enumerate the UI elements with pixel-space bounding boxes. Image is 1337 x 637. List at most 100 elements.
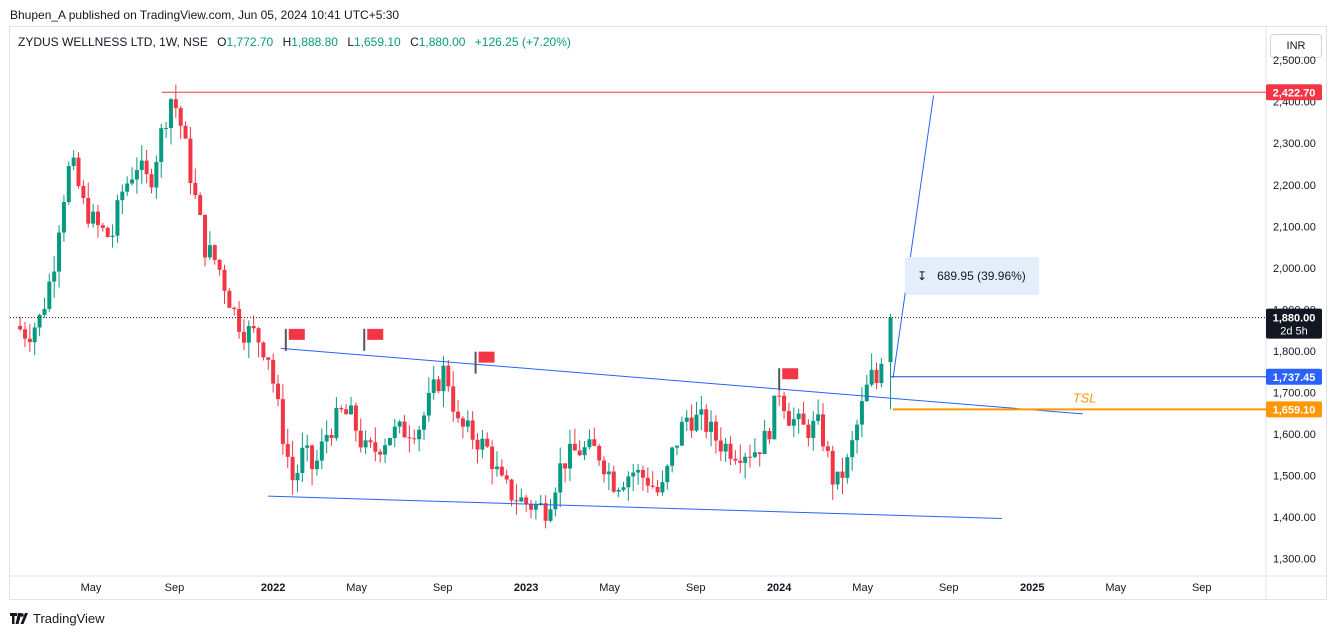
currency-button[interactable]: INR	[1270, 34, 1322, 58]
candle-body	[426, 392, 431, 416]
candle-body	[22, 329, 27, 339]
x-tick-label: May	[81, 582, 102, 594]
candle-body	[820, 414, 825, 447]
candle-body	[699, 409, 704, 415]
candle-body	[470, 420, 475, 440]
candle-body	[650, 485, 655, 487]
candle-body	[611, 471, 616, 492]
candle-body	[859, 401, 864, 425]
symbol-name[interactable]: ZYDUS WELLNESS LTD, 1W, NSE	[18, 35, 208, 49]
target-line-label-bg	[1266, 84, 1322, 101]
footer-brand: TradingView	[33, 611, 105, 626]
candle-body	[402, 421, 407, 438]
candle-body	[227, 290, 232, 308]
candle-body	[782, 395, 787, 412]
x-tick-label: Sep	[1192, 582, 1212, 594]
flag-icon	[778, 368, 799, 391]
x-tick-label: Sep	[686, 582, 706, 594]
candle-body	[261, 342, 266, 358]
candle-body	[835, 471, 840, 485]
flag-cloth	[288, 328, 305, 340]
y-tick-label: 1,500.00	[1273, 470, 1316, 482]
candle-body	[801, 413, 806, 425]
candle-body	[504, 475, 509, 480]
x-tick-label: Sep	[939, 582, 959, 594]
current-price-label-bg	[1266, 308, 1322, 339]
x-tick-label: 2022	[261, 582, 285, 594]
y-tick-label: 1,400.00	[1273, 512, 1316, 524]
candle-body	[796, 413, 801, 420]
candle-body	[567, 443, 572, 469]
breakout-level-line-label: 1,737.45	[1273, 372, 1316, 384]
candle-body	[874, 369, 879, 384]
candle-body	[412, 438, 417, 440]
y-tick-label: 2,000.00	[1273, 263, 1316, 275]
candle-body	[266, 357, 271, 360]
candle-body	[300, 447, 305, 473]
candle-body	[728, 443, 733, 459]
low-value: 1,659.10	[354, 35, 401, 49]
candle-body	[606, 471, 611, 475]
candle-body	[164, 127, 169, 129]
candle-body	[387, 438, 392, 446]
candle-body	[37, 314, 42, 328]
flag-icon	[363, 328, 384, 351]
candle-body	[324, 434, 329, 442]
candle-body	[529, 503, 534, 510]
candle-body	[125, 183, 130, 192]
x-tick-label: May	[852, 582, 873, 594]
candle-body	[212, 245, 217, 260]
candle-body	[675, 445, 680, 448]
candle-body	[679, 421, 684, 446]
candle-body	[733, 458, 738, 461]
candle-body	[256, 328, 261, 343]
candle-body	[407, 437, 412, 439]
tsl-text: TSL	[1073, 390, 1097, 405]
candle-body	[631, 472, 636, 477]
candle-body	[563, 463, 568, 469]
candle-body	[772, 395, 777, 440]
candle-body	[767, 430, 772, 440]
candle-body	[183, 125, 188, 139]
candle-body	[27, 338, 32, 343]
candle-body	[100, 225, 105, 228]
candle-body	[499, 466, 504, 476]
candle-body	[120, 191, 125, 201]
candle-body	[310, 445, 315, 470]
last-candle-body	[888, 317, 893, 363]
candle-body	[329, 434, 334, 439]
candle-body	[645, 477, 650, 486]
candle-body	[305, 445, 310, 448]
candles	[18, 84, 893, 529]
candle-body	[86, 198, 91, 224]
candle-body	[558, 463, 563, 493]
low-label: L	[347, 35, 354, 49]
candle-body	[81, 186, 86, 199]
candle-body	[446, 365, 451, 387]
candle-body	[173, 99, 178, 109]
x-tick-label: 2024	[767, 582, 792, 594]
candle-body	[704, 409, 709, 432]
x-tick-label: May	[346, 582, 367, 594]
candle-body	[494, 466, 499, 470]
x-tick-label: May	[1105, 582, 1126, 594]
candle-body	[864, 384, 869, 402]
candle-body	[786, 411, 791, 426]
measure-label: ↧ 689.95 (39.96%)	[905, 257, 1039, 295]
high-label: H	[282, 35, 292, 49]
candle-body	[514, 500, 519, 502]
candle-body	[392, 426, 397, 439]
candle-body	[52, 271, 57, 282]
candle-body	[251, 326, 256, 329]
candle-body	[747, 456, 752, 458]
candle-body	[246, 326, 251, 343]
flag-cloth	[367, 328, 384, 340]
current-price-label: 1,880.00	[1273, 313, 1316, 325]
candle-body	[314, 460, 319, 470]
candle-body	[587, 439, 592, 448]
candle-body	[134, 170, 139, 180]
candle-body	[334, 408, 339, 439]
upper-trendline	[280, 347, 1083, 415]
candle-body	[757, 452, 762, 455]
